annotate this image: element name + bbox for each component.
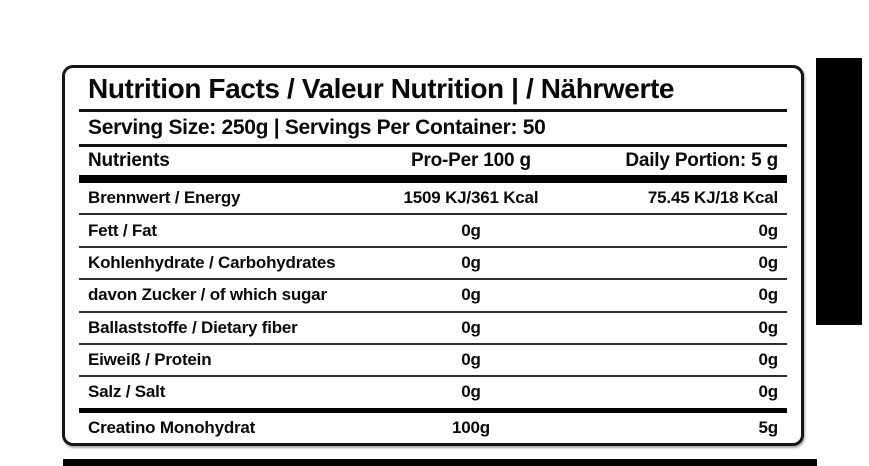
nutrient-daily-portion: 5g [758,417,779,437]
nutrient-name: davon Zucker / of which sugar [88,285,327,305]
nutrient-per-100g: 1509 KJ/361 Kcal [403,188,539,208]
column-header-per-100g: Pro-Per 100 g [410,150,531,171]
nutrient-row-fiber: Ballaststoffe / Dietary fiber 0g 0g [79,313,787,345]
nutrient-row-carbohydrates: Kohlenhydrate / Carbohydrates 0g 0g [79,248,787,281]
serving-info: Serving Size: 250g | Servings Per Contai… [88,116,546,139]
nutrient-per-100g: 0g [461,350,481,370]
nutrient-per-100g: 0g [461,220,481,240]
nutrient-daily-portion: 0g [758,317,779,337]
nutrient-daily-portion: 0g [758,285,779,305]
nutrient-name: Creatino Monohydrat [88,417,256,437]
serving-info-row: Serving Size: 250g | Servings Per Contai… [79,112,787,147]
nutrition-facts-table: Nutrition Facts / Valeur Nutrition | / N… [62,65,804,446]
nutrient-row-creatine: Creatino Monohydrat 100g 5g [79,413,787,443]
label-title-row: Nutrition Facts / Valeur Nutrition | / N… [79,68,787,112]
bottom-black-bar [63,459,817,466]
nutrient-daily-portion: 75.45 KJ/18 Kcal [647,188,778,208]
nutrient-name: Fett / Fat [88,220,157,240]
nutrient-name: Eiweiß / Protein [88,350,212,370]
column-header-row: Nutrients Pro-Per 100 g Daily Portion: 5… [79,147,787,183]
nutrient-row-sugar: davon Zucker / of which sugar 0g 0g [79,280,787,313]
nutrient-name: Ballaststoffe / Dietary fiber [88,317,298,337]
nutrient-daily-portion: 0g [758,350,779,370]
nutrient-daily-portion: 0g [758,382,779,402]
nutrient-per-100g: 0g [461,382,481,402]
nutrient-daily-portion: 0g [758,252,779,272]
nutrient-row-protein: Eiweiß / Protein 0g 0g [79,345,787,378]
nutrient-per-100g: 100g [451,417,490,437]
nutrient-name: Brennwert / Energy [88,188,241,208]
nutrient-row-salt: Salz / Salt 0g 0g [79,377,787,413]
nutrient-row-energy: Brennwert / Energy 1509 KJ/361 Kcal 75.4… [79,183,787,216]
nutrient-per-100g: 0g [461,252,481,272]
side-black-bar [816,58,862,325]
column-header-nutrients: Nutrients [88,150,170,171]
column-header-daily-portion: Daily Portion: 5 g [625,150,778,171]
nutrient-daily-portion: 0g [758,220,779,240]
nutrient-name: Salz / Salt [88,382,166,402]
nutrient-row-fat: Fett / Fat 0g 0g [79,215,787,248]
nutrient-name: Kohlenhydrate / Carbohydrates [88,252,336,272]
nutrient-per-100g: 0g [461,317,481,337]
label-title: Nutrition Facts / Valeur Nutrition | / N… [88,72,675,104]
nutrient-per-100g: 0g [461,285,481,305]
